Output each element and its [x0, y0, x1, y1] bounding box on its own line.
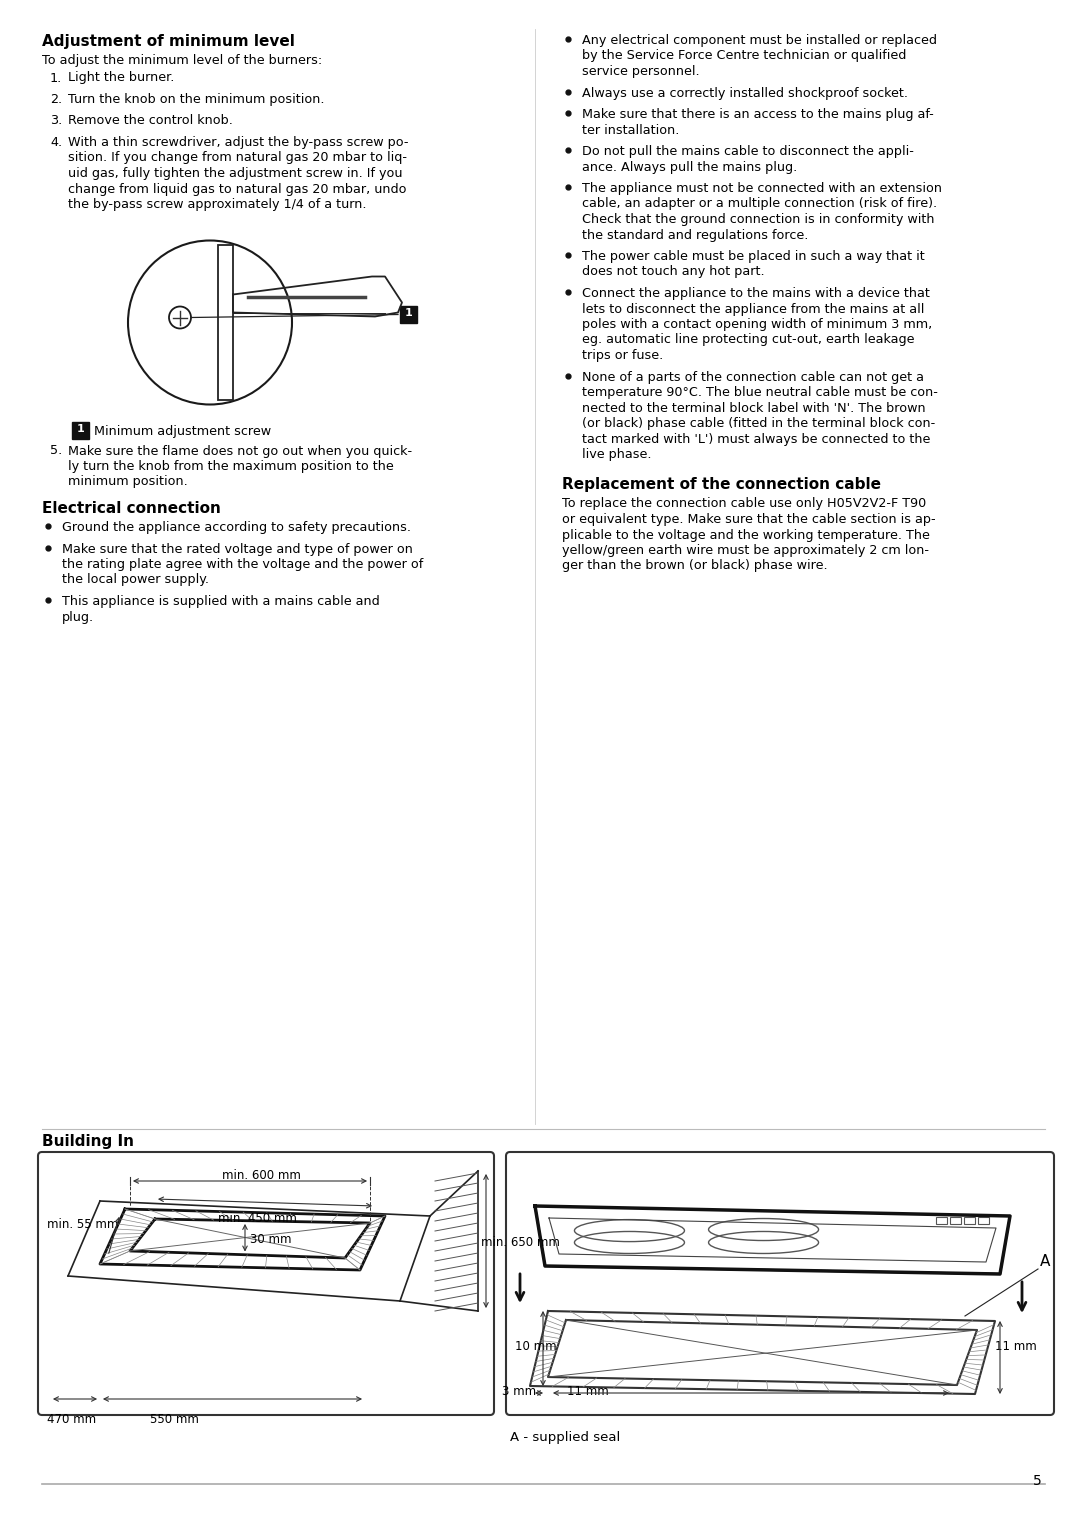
Text: min. 450 mm: min. 450 mm — [217, 1211, 296, 1225]
Text: (or black) phase cable (fitted in the terminal block con-: (or black) phase cable (fitted in the te… — [582, 417, 935, 430]
Text: change from liquid gas to natural gas 20 mbar, undo: change from liquid gas to natural gas 20… — [68, 182, 406, 196]
Text: 30 mm: 30 mm — [249, 1232, 292, 1246]
Text: temperature 90°C. The blue neutral cable must be con-: temperature 90°C. The blue neutral cable… — [582, 385, 937, 399]
Text: the local power supply.: the local power supply. — [62, 573, 210, 587]
FancyBboxPatch shape — [72, 422, 89, 439]
Text: uid gas, fully tighten the adjustment screw in. If you: uid gas, fully tighten the adjustment sc… — [68, 167, 403, 180]
Text: the rating plate agree with the voltage and the power of: the rating plate agree with the voltage … — [62, 558, 423, 570]
Text: Replacement of the connection cable: Replacement of the connection cable — [562, 477, 881, 492]
Text: Make sure that there is an access to the mains plug af-: Make sure that there is an access to the… — [582, 109, 934, 121]
Text: The power cable must be placed in such a way that it: The power cable must be placed in such a… — [582, 251, 924, 263]
Text: ger than the brown (or black) phase wire.: ger than the brown (or black) phase wire… — [562, 560, 827, 572]
Text: plicable to the voltage and the working temperature. The: plicable to the voltage and the working … — [562, 529, 930, 541]
FancyBboxPatch shape — [400, 306, 417, 323]
Text: Light the burner.: Light the burner. — [68, 72, 174, 84]
Text: 11 mm: 11 mm — [995, 1341, 1037, 1353]
Text: the by-pass screw approximately 1/4 of a turn.: the by-pass screw approximately 1/4 of a… — [68, 197, 366, 211]
Bar — [218, 245, 233, 401]
Text: yellow/green earth wire must be approximately 2 cm lon-: yellow/green earth wire must be approxim… — [562, 544, 929, 557]
Text: live phase.: live phase. — [582, 448, 651, 462]
Text: To replace the connection cable use only H05V2V2-F T90: To replace the connection cable use only… — [562, 497, 927, 511]
Text: 10 mm: 10 mm — [515, 1341, 556, 1353]
Text: 3 mm: 3 mm — [502, 1385, 536, 1398]
Text: ly turn the knob from the maximum position to the: ly turn the knob from the maximum positi… — [68, 460, 394, 472]
Text: Turn the knob on the minimum position.: Turn the knob on the minimum position. — [68, 93, 324, 106]
Text: Minimum adjustment screw: Minimum adjustment screw — [94, 425, 271, 437]
Text: Electrical connection: Electrical connection — [42, 502, 221, 515]
Text: trips or fuse.: trips or fuse. — [582, 349, 663, 362]
Text: Make sure the flame does not go out when you quick-: Make sure the flame does not go out when… — [68, 445, 413, 457]
Text: None of a parts of the connection cable can not get a: None of a parts of the connection cable … — [582, 370, 924, 384]
Text: This appliance is supplied with a mains cable and: This appliance is supplied with a mains … — [62, 595, 380, 609]
Bar — [964, 1217, 975, 1225]
Text: eg. automatic line protecting cut-out, earth leakage: eg. automatic line protecting cut-out, e… — [582, 333, 915, 347]
Text: 470 mm: 470 mm — [48, 1413, 96, 1427]
Text: min. 600 mm: min. 600 mm — [222, 1170, 301, 1182]
Bar — [936, 1217, 947, 1225]
Text: cable, an adapter or a multiple connection (risk of fire).: cable, an adapter or a multiple connecti… — [582, 197, 937, 211]
Text: Do not pull the mains cable to disconnect the appli-: Do not pull the mains cable to disconnec… — [582, 145, 914, 157]
Text: does not touch any hot part.: does not touch any hot part. — [582, 266, 765, 278]
Text: 4.: 4. — [50, 136, 63, 148]
Text: Adjustment of minimum level: Adjustment of minimum level — [42, 34, 295, 49]
Text: 11 mm: 11 mm — [567, 1385, 609, 1398]
Text: poles with a contact opening width of minimum 3 mm,: poles with a contact opening width of mi… — [582, 318, 932, 330]
Text: or equivalent type. Make sure that the cable section is ap-: or equivalent type. Make sure that the c… — [562, 514, 935, 526]
Text: ance. Always pull the mains plug.: ance. Always pull the mains plug. — [582, 161, 797, 173]
Text: Check that the ground connection is in conformity with: Check that the ground connection is in c… — [582, 213, 934, 226]
Text: 5.: 5. — [50, 445, 63, 457]
Text: by the Service Force Centre technician or qualified: by the Service Force Centre technician o… — [582, 49, 906, 63]
Text: minimum position.: minimum position. — [68, 476, 188, 488]
Bar — [978, 1217, 989, 1225]
Text: 3.: 3. — [50, 115, 63, 127]
Text: Ground the appliance according to safety precautions.: Ground the appliance according to safety… — [62, 521, 411, 534]
Text: 1: 1 — [405, 307, 413, 318]
Text: Always use a correctly installed shockproof socket.: Always use a correctly installed shockpr… — [582, 87, 908, 99]
Text: To adjust the minimum level of the burners:: To adjust the minimum level of the burne… — [42, 54, 322, 67]
Text: sition. If you change from natural gas 20 mbar to liq-: sition. If you change from natural gas 2… — [68, 151, 407, 165]
Text: lets to disconnect the appliance from the mains at all: lets to disconnect the appliance from th… — [582, 303, 924, 315]
Text: 2.: 2. — [50, 93, 63, 106]
Bar — [950, 1217, 961, 1225]
Text: ter installation.: ter installation. — [582, 124, 679, 136]
Text: the standard and regulations force.: the standard and regulations force. — [582, 228, 808, 242]
Text: Connect the appliance to the mains with a device that: Connect the appliance to the mains with … — [582, 287, 930, 300]
Text: Make sure that the rated voltage and type of power on: Make sure that the rated voltage and typ… — [62, 543, 413, 555]
Text: With a thin screwdriver, adjust the by-pass screw po-: With a thin screwdriver, adjust the by-p… — [68, 136, 408, 148]
Text: min. 650 mm: min. 650 mm — [481, 1235, 559, 1249]
Text: nected to the terminal block label with 'N'. The brown: nected to the terminal block label with … — [582, 402, 926, 414]
Text: 1: 1 — [77, 424, 84, 434]
Text: plug.: plug. — [62, 610, 94, 624]
Text: min. 55 mm: min. 55 mm — [48, 1219, 119, 1231]
Text: Building In: Building In — [42, 1135, 134, 1148]
Text: service personnel.: service personnel. — [582, 66, 700, 78]
Text: Remove the control knob.: Remove the control knob. — [68, 115, 233, 127]
Text: tact marked with 'L') must always be connected to the: tact marked with 'L') must always be con… — [582, 433, 930, 445]
Text: The appliance must not be connected with an extension: The appliance must not be connected with… — [582, 182, 942, 196]
Text: A: A — [1040, 1254, 1051, 1269]
Text: A - supplied seal: A - supplied seal — [510, 1431, 620, 1443]
Text: Any electrical component must be installed or replaced: Any electrical component must be install… — [582, 34, 937, 47]
Text: 5: 5 — [1034, 1474, 1042, 1488]
Text: 1.: 1. — [50, 72, 63, 84]
Text: 550 mm: 550 mm — [150, 1413, 199, 1427]
